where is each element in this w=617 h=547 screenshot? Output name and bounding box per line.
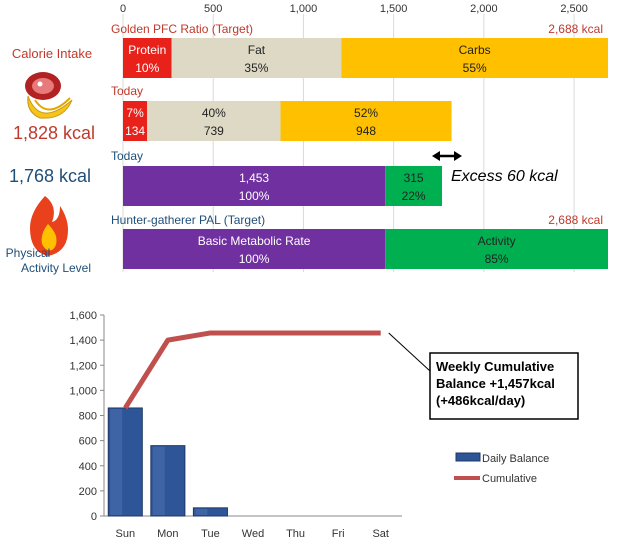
y-tick-label: 0 — [91, 511, 97, 523]
stacked-bar-segment — [123, 101, 148, 141]
target-pfc-label: Golden PFC Ratio (Target) — [111, 22, 253, 36]
cumulative-line — [123, 330, 381, 410]
weekly-balance-chart: 0 200 400 600 800 1,000 1,200 1,400 1,600 Sun Mon T… — [69, 310, 579, 540]
segment-percent: 40% — [202, 106, 226, 120]
pal-label-line1: Physical — [6, 246, 51, 260]
x-tick-label: Thu — [286, 528, 305, 540]
segment-percent: 35% — [244, 61, 268, 75]
target-pfc-total: 2,688 kcal — [548, 22, 603, 36]
segment-percent: 100% — [239, 252, 270, 266]
calorie-intake-value: 1,828 kcal — [13, 123, 95, 143]
annotation-pointer — [388, 332, 431, 372]
x-tick-label: Wed — [242, 528, 264, 540]
segment-percent: 52% — [354, 106, 378, 120]
bar-highlight — [195, 508, 208, 515]
x-tick-label: Mon — [157, 528, 178, 540]
stacked-bar-segment — [123, 229, 386, 269]
segment-label: Carbs — [459, 43, 491, 57]
x-tick-label: Sat — [372, 528, 389, 540]
stacked-bar-segment — [280, 101, 452, 141]
x-tick-label: 1,500 — [380, 3, 408, 15]
x-tick-label: Sun — [115, 528, 135, 540]
y-tick-label: 1,200 — [69, 360, 97, 372]
daily-balance-bar — [192, 507, 228, 517]
excess-arrowhead-left — [432, 151, 440, 161]
y-tick-label: 200 — [79, 486, 97, 498]
stacked-bar-segment — [171, 38, 342, 78]
y-tick-label: 1,000 — [69, 385, 97, 397]
excess-arrowhead-right — [454, 151, 462, 161]
calorie-intake-label: Calorie Intake — [12, 46, 92, 61]
segment-label: Activity — [478, 234, 516, 248]
fire-icon — [30, 196, 68, 256]
stacked-bar-segment — [123, 166, 386, 206]
y-tick-label: 1,600 — [69, 310, 97, 322]
bar-highlight — [152, 446, 165, 515]
y-tick-label: 1,400 — [69, 335, 97, 347]
segment-percent: 10% — [135, 61, 159, 75]
segment-percent: 85% — [485, 252, 509, 266]
segment-label: Fat — [248, 43, 266, 57]
legend-swatch-daily — [455, 452, 481, 462]
legend-label-daily: Daily Balance — [482, 453, 549, 465]
segment-value: 1,453 — [239, 171, 269, 185]
stacked-bar-segment — [385, 166, 443, 206]
x-tick-label: 2,500 — [560, 3, 588, 15]
x-tick-label: Tue — [201, 528, 220, 540]
segment-value: 315 — [404, 171, 424, 185]
legend-label-cumulative: Cumulative — [482, 473, 537, 485]
annotation-line: Weekly Cumulative — [436, 359, 554, 374]
today-intake-label: Today — [111, 84, 143, 98]
x-tick-label: Fri — [332, 528, 345, 540]
meat-banana-icon — [25, 72, 73, 119]
stacked-bar-segment — [147, 101, 281, 141]
daily-balance-bar — [150, 445, 186, 517]
stacked-bar-segment — [341, 38, 608, 78]
y-tick-label: 800 — [79, 411, 97, 423]
target-pal-label: Hunter-gatherer PAL (Target) — [111, 213, 265, 227]
y-tick-label: 600 — [79, 436, 97, 448]
segment-value: 739 — [204, 124, 224, 138]
bar-highlight — [110, 408, 123, 515]
x-tick-label: 1,000 — [290, 3, 318, 15]
daily-balance-bar — [107, 407, 143, 517]
segment-value: 134 — [125, 124, 145, 138]
segment-label: Protein — [128, 43, 166, 57]
x-tick-label: 2,000 — [470, 3, 498, 15]
x-tick-label: 0 — [120, 3, 126, 15]
stacked-bar-segment — [123, 38, 172, 78]
segment-value: 948 — [356, 124, 376, 138]
stacked-bar-segment — [385, 229, 608, 269]
target-pal-total: 2,688 kcal — [548, 213, 603, 227]
segment-percent: 7% — [126, 106, 144, 120]
segment-label: Basic Metabolic Rate — [198, 234, 311, 248]
segment-percent: 100% — [239, 189, 270, 203]
annotation-box — [429, 352, 579, 420]
annotation-line: (+486kcal/day) — [436, 393, 525, 408]
excess-label: Excess 60 kcal — [451, 168, 558, 185]
pal-label-line2: Activity Level — [21, 261, 91, 275]
pfc-pal-chart: 0 500 1,000 1,500 2,000 2,500 Golden PFC Ratio… — [111, 3, 608, 272]
segment-percent: 22% — [402, 189, 426, 203]
y-tick-label: 400 — [79, 461, 97, 473]
segment-percent: 55% — [463, 61, 487, 75]
x-tick-label: 500 — [204, 3, 222, 15]
pal-value: 1,768 kcal — [9, 166, 91, 186]
today-pal-label: Today — [111, 149, 143, 163]
annotation-line: Balance +1,457kcal — [436, 376, 555, 391]
